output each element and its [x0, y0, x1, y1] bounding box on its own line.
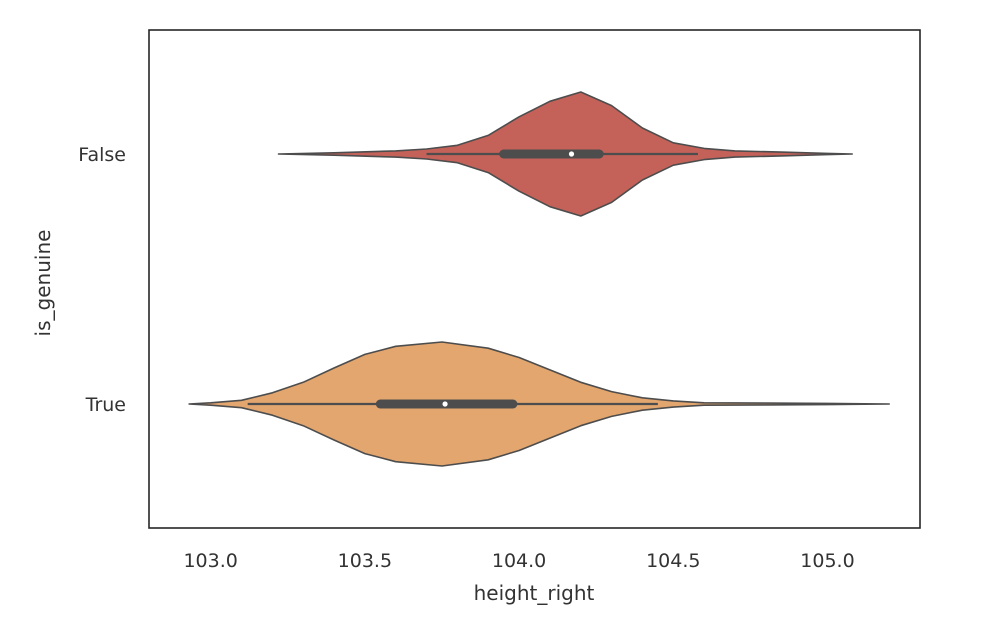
x-tick-label: 103.0 — [183, 550, 237, 572]
x-tick-label: 104.0 — [492, 550, 546, 572]
median-marker-false — [568, 151, 575, 157]
violin-true — [188, 341, 890, 467]
y-axis-label: is_genuine — [31, 230, 55, 337]
violins-group — [188, 91, 890, 467]
plot-frame — [148, 29, 921, 529]
x-tick-labels: 103.0 103.5 104.0 104.5 105.0 — [183, 550, 854, 572]
plot-area — [149, 30, 920, 528]
y-tick-label-false: False — [78, 144, 126, 166]
x-tick-label: 105.0 — [800, 550, 854, 572]
y-tick-label-true: True — [85, 394, 126, 416]
x-axis-label: height_right — [474, 581, 595, 605]
violin-false — [277, 91, 853, 217]
median-marker-true — [442, 401, 448, 407]
x-tick-label: 104.5 — [646, 550, 700, 572]
x-tick-label: 103.5 — [338, 550, 392, 572]
y-tick-labels: False True — [78, 144, 126, 416]
